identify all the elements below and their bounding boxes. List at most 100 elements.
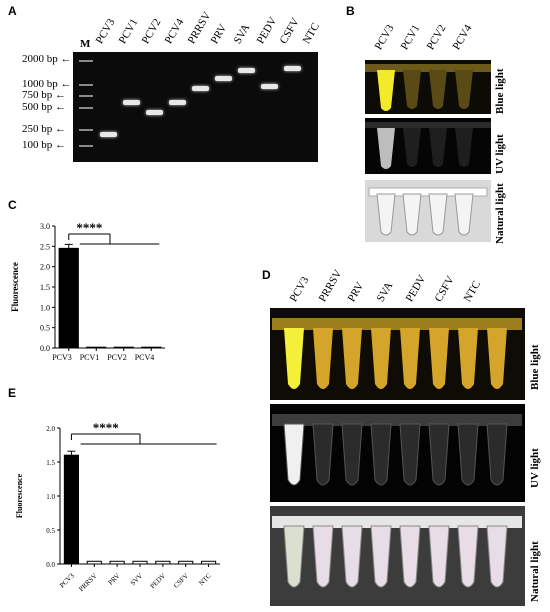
bp-marker-label: 750 bp ← xyxy=(22,89,66,101)
bar-prv xyxy=(109,560,125,565)
ladder-label: M xyxy=(80,38,91,50)
tube xyxy=(487,328,507,389)
tube-strip-cap xyxy=(272,516,522,528)
panel-d-tube-label-pcv3: PCV3 xyxy=(287,274,312,304)
tube xyxy=(342,328,362,389)
ladder-band xyxy=(79,84,93,86)
panel-d-tube-label-sva: SVA xyxy=(374,280,396,304)
tube-strip-cap xyxy=(272,318,522,330)
panel-b-uv-tubes xyxy=(365,122,491,169)
bp-marker-label: 2000 bp ← xyxy=(22,53,72,65)
tube xyxy=(284,328,304,389)
bar-pedv xyxy=(155,560,171,565)
y-axis-label: Fluorescence xyxy=(10,262,20,312)
y-tick-label: 1.5 xyxy=(46,459,55,467)
gel-band xyxy=(215,76,232,81)
lane-label-sva: SVA xyxy=(231,22,253,46)
y-tick-label: 0.5 xyxy=(46,527,55,535)
bar-pcv2 xyxy=(113,346,134,349)
panel-d-row-label-uv: UV light xyxy=(529,448,541,488)
y-tick-label: 0.5 xyxy=(40,324,50,333)
panel-b-tube-label-pcv3: PCV3 xyxy=(372,22,397,52)
lane-label-pcv1: PCV1 xyxy=(116,16,141,46)
tube xyxy=(428,423,450,486)
panel-d-row-label-natural: Natural light xyxy=(529,541,541,602)
tube-strip-cap xyxy=(272,414,522,426)
bp-marker-label: 250 bp ← xyxy=(22,123,66,135)
gel-band xyxy=(146,110,163,115)
significance-stars: **** xyxy=(76,220,102,235)
category-label: PCV3 xyxy=(58,571,76,589)
tube xyxy=(313,328,333,389)
y-axis-label: Fluorescence xyxy=(15,473,24,518)
panel-b-tube-label-pcv1: PCV1 xyxy=(398,22,423,52)
ladder-band xyxy=(79,145,93,147)
bar-prrsv xyxy=(86,560,102,565)
y-tick-label: 2.5 xyxy=(40,242,50,251)
tube xyxy=(486,423,508,486)
ladder-band xyxy=(79,95,93,97)
bar-csfv xyxy=(178,560,194,565)
ladder-band xyxy=(79,129,93,131)
tube xyxy=(399,423,421,486)
panel-d-tube-label-csfv: CSFV xyxy=(432,274,457,304)
tube xyxy=(283,525,305,588)
lane-label-prv: PRV xyxy=(208,22,230,46)
category-label: PCV4 xyxy=(135,353,155,362)
lane-label-pcv3: PCV3 xyxy=(93,16,118,46)
panel-d-blue-tubes xyxy=(272,318,522,389)
bar-pcv3 xyxy=(58,247,79,349)
panel-b-row-label-uv: UV light xyxy=(494,134,506,174)
ladder-band xyxy=(79,60,93,62)
panel-d-natural-light-photo xyxy=(270,506,525,606)
category-label: SVV xyxy=(129,572,145,588)
bp-marker-label: 100 bp ← xyxy=(22,139,66,151)
gel-band xyxy=(123,100,140,105)
panel-b-blue-tubes xyxy=(365,64,491,111)
category-label: PCV3 xyxy=(52,353,72,362)
panel-a-letter: A xyxy=(8,4,17,18)
y-tick-label: 3.0 xyxy=(40,222,50,231)
tube xyxy=(400,328,420,389)
tube xyxy=(341,525,363,588)
tube xyxy=(457,525,479,588)
category-label: CSFV xyxy=(172,572,190,590)
agarose-gel-image xyxy=(73,52,318,162)
lane-label-pcv4: PCV4 xyxy=(162,16,187,46)
panel-b-uv-light-photo xyxy=(365,118,491,174)
panel-b-tube-label-pcv2: PCV2 xyxy=(424,22,449,52)
gel-band xyxy=(261,84,278,89)
panel-b-letter: B xyxy=(346,4,355,18)
gel-band xyxy=(238,68,255,73)
panel-b-blue-light-photo xyxy=(365,60,491,114)
panel-b-natural-tubes xyxy=(368,187,488,236)
category-label: PCV1 xyxy=(80,353,100,362)
tube xyxy=(428,525,450,588)
panel-d-uv-tubes xyxy=(272,414,522,486)
tube xyxy=(370,423,392,486)
bar-pcv3 xyxy=(63,454,80,565)
y-tick-label: 2.0 xyxy=(40,263,50,272)
panel-e-bar-chart: 0.0 0.5 1.0 1.5 2.0 Fluorescence PCV3 PRRSV PRV S… xyxy=(15,420,220,593)
bp-marker-label: 500 bp ← xyxy=(22,101,66,113)
category-label: PRV xyxy=(107,572,122,587)
bar-pcv4 xyxy=(141,346,162,349)
tube xyxy=(457,423,479,486)
panel-d-natural-tubes xyxy=(272,516,522,588)
y-tick-label: 2.0 xyxy=(46,425,55,433)
panel-b-natural-light-photo xyxy=(365,180,491,242)
bp-marker-label: 1000 bp ← xyxy=(22,78,72,90)
category-label: PEDV xyxy=(149,572,168,591)
category-label: PCV2 xyxy=(107,353,127,362)
y-tick-label: 0.0 xyxy=(40,344,50,353)
panel-c-letter: C xyxy=(8,198,17,212)
significance-stars: **** xyxy=(93,420,119,435)
gel-band xyxy=(169,100,186,105)
tube xyxy=(312,525,334,588)
panel-d-blue-light-photo xyxy=(270,308,525,400)
bar-pcv1 xyxy=(86,346,107,349)
ladder-band xyxy=(79,107,93,109)
category-label: NTC xyxy=(197,572,213,588)
tube xyxy=(312,423,334,486)
tube xyxy=(486,525,508,588)
